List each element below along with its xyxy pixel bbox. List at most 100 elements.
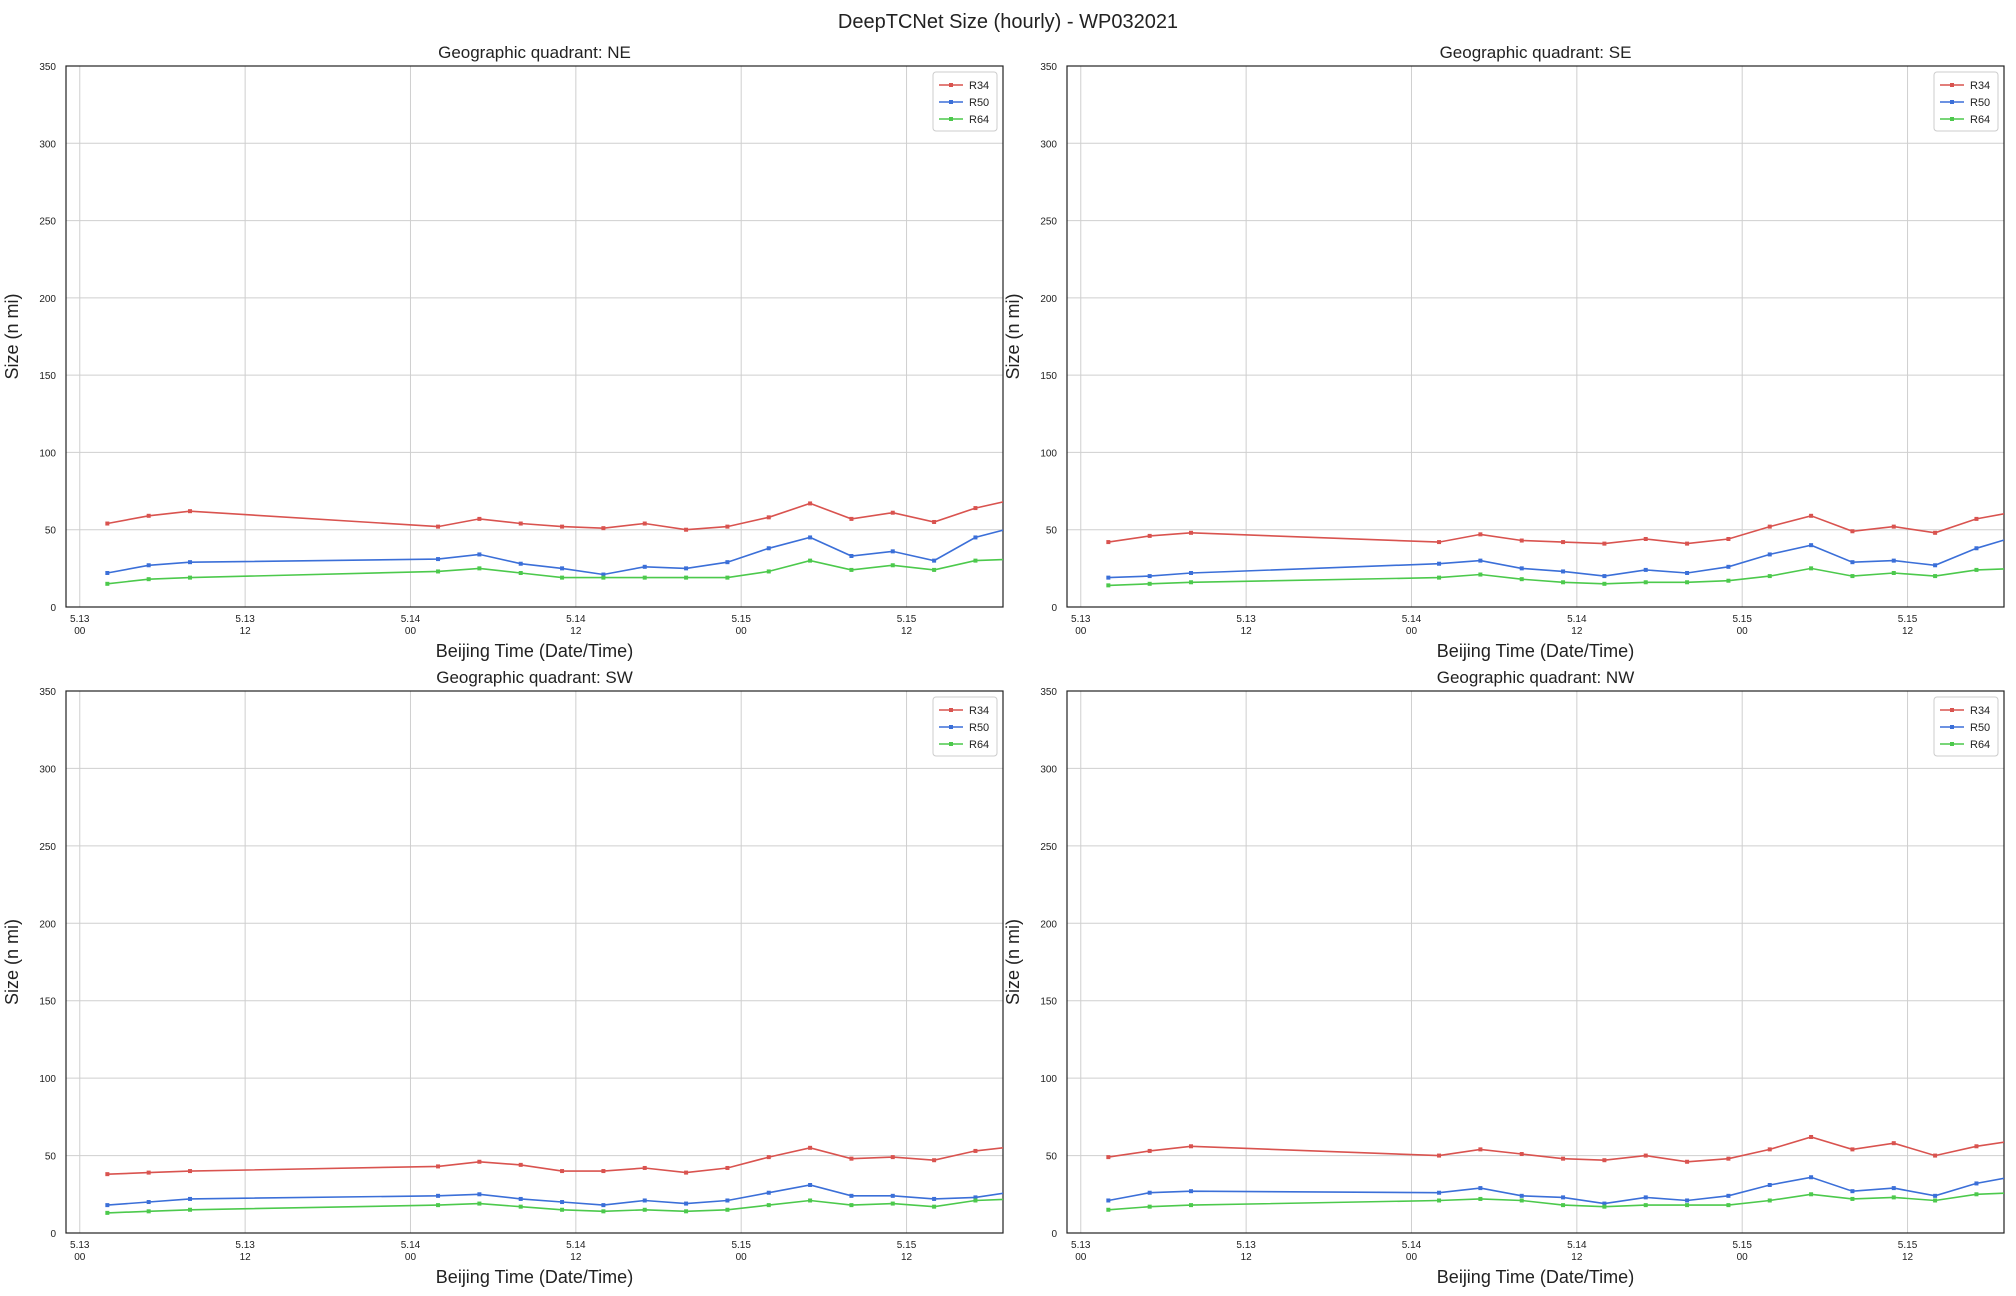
data-point-r34 — [890, 510, 895, 515]
y-tick-label: 0 — [1051, 603, 1057, 614]
y-axis-label: Size (n mi) — [2, 919, 22, 1005]
data-point-r34 — [1437, 1153, 1442, 1158]
y-tick-label: 300 — [1040, 139, 1057, 150]
x-tick-label-hour: 00 — [1075, 1252, 1087, 1263]
data-point-r64 — [1850, 574, 1855, 579]
data-point-r34 — [725, 1165, 730, 1170]
legend-label-r34: R34 — [1970, 80, 1990, 92]
legend-label-r64: R64 — [969, 739, 989, 751]
data-point-r50 — [973, 535, 978, 540]
x-tick-label-hour: 00 — [1737, 1252, 1749, 1263]
legend-label-r50: R50 — [969, 722, 989, 734]
data-point-r34 — [601, 526, 606, 531]
data-point-r34 — [808, 1145, 813, 1150]
x-tick-label-date: 5.13 — [1236, 614, 1256, 625]
data-point-r34 — [1189, 1144, 1194, 1149]
data-point-r34 — [105, 1172, 110, 1177]
data-point-r64 — [1974, 1192, 1979, 1197]
x-tick-label-hour: 00 — [405, 1252, 417, 1263]
legend-marker-r34 — [949, 83, 953, 87]
data-point-r34 — [1933, 1153, 1938, 1158]
y-tick-label: 100 — [1040, 1074, 1057, 1085]
data-point-r34 — [808, 501, 813, 506]
data-point-r50 — [1189, 1189, 1194, 1194]
data-point-r34 — [146, 1170, 151, 1175]
data-point-r64 — [1147, 1204, 1152, 1209]
legend-label-r50: R50 — [1970, 722, 1990, 734]
data-point-r64 — [105, 581, 110, 586]
y-tick-label: 350 — [39, 687, 56, 698]
data-point-r34 — [436, 524, 441, 529]
data-point-r64 — [1685, 580, 1690, 585]
data-point-r64 — [1974, 567, 1979, 572]
x-tick-label-hour: 12 — [901, 1252, 913, 1263]
y-tick-label: 200 — [1040, 294, 1057, 305]
data-point-r50 — [849, 1193, 854, 1198]
data-point-r64 — [601, 575, 606, 580]
x-tick-label-date: 5.15 — [897, 1240, 917, 1251]
x-tick-label-hour: 12 — [1571, 626, 1583, 637]
data-point-r64 — [1685, 1203, 1690, 1208]
data-point-r50 — [146, 563, 151, 568]
x-tick-label-hour: 12 — [570, 1252, 582, 1263]
data-point-r34 — [1974, 1144, 1979, 1149]
x-tick-label-hour: 00 — [1406, 626, 1418, 637]
data-point-r64 — [477, 566, 482, 571]
data-point-r64 — [932, 1204, 937, 1209]
data-point-r64 — [766, 1203, 771, 1208]
y-tick-label: 250 — [39, 217, 56, 228]
y-tick-label: 0 — [50, 1229, 56, 1240]
data-point-r50 — [1809, 1175, 1814, 1180]
data-point-r34 — [1437, 540, 1442, 545]
legend-label-r50: R50 — [969, 97, 989, 109]
x-tick-label-hour: 12 — [901, 626, 913, 637]
data-point-r50 — [932, 1196, 937, 1201]
x-tick-label-date: 5.15 — [1732, 614, 1752, 625]
data-point-r50 — [1933, 563, 1938, 568]
data-point-r34 — [601, 1169, 606, 1174]
x-tick-label-hour: 12 — [1902, 626, 1914, 637]
data-point-r34 — [1685, 1159, 1690, 1164]
data-point-r64 — [684, 575, 689, 580]
data-point-r34 — [1974, 516, 1979, 521]
data-point-r34 — [766, 515, 771, 520]
series-line-r50 — [107, 1184, 1003, 1206]
x-tick-label-date: 5.13 — [1236, 1240, 1256, 1251]
y-tick-label: 100 — [1040, 448, 1057, 459]
x-tick-label-hour: 12 — [1902, 1252, 1914, 1263]
legend-marker-r64 — [1950, 117, 1954, 121]
data-point-r64 — [1519, 577, 1524, 582]
data-point-r34 — [766, 1155, 771, 1160]
x-tick-label-date: 5.13 — [235, 1240, 255, 1251]
data-point-r50 — [1767, 552, 1772, 557]
x-axis-label: Beijing Time (Date/Time) — [436, 1267, 633, 1287]
y-tick-label: 250 — [39, 842, 56, 853]
data-point-r34 — [560, 1169, 565, 1174]
data-point-r34 — [1602, 1158, 1607, 1163]
data-point-r50 — [1602, 574, 1607, 579]
legend-marker-r50 — [1950, 100, 1954, 104]
data-point-r50 — [808, 1182, 813, 1187]
data-point-r64 — [642, 1207, 647, 1212]
data-point-r34 — [1809, 513, 1814, 518]
data-point-r64 — [1147, 581, 1152, 586]
data-point-r50 — [436, 1193, 441, 1198]
data-point-r64 — [684, 1209, 689, 1214]
x-tick-label-date: 5.15 — [1898, 614, 1918, 625]
data-point-r50 — [1147, 574, 1152, 579]
series-line-r64 — [107, 1198, 1003, 1214]
data-point-r50 — [601, 1203, 606, 1208]
y-tick-label: 250 — [1040, 842, 1057, 853]
plot-area — [1106, 512, 2004, 588]
data-point-r34 — [1933, 530, 1938, 535]
data-point-r50 — [725, 560, 730, 565]
data-point-r64 — [642, 575, 647, 580]
data-point-r64 — [1437, 1198, 1442, 1203]
x-tick-label-hour: 00 — [74, 1252, 86, 1263]
y-tick-label: 50 — [1046, 526, 1058, 537]
y-axis-label: Size (n mi) — [1003, 293, 1023, 379]
data-point-r34 — [1685, 541, 1690, 546]
legend-marker-r50 — [949, 100, 953, 104]
data-point-r34 — [932, 519, 937, 524]
data-point-r34 — [642, 1165, 647, 1170]
